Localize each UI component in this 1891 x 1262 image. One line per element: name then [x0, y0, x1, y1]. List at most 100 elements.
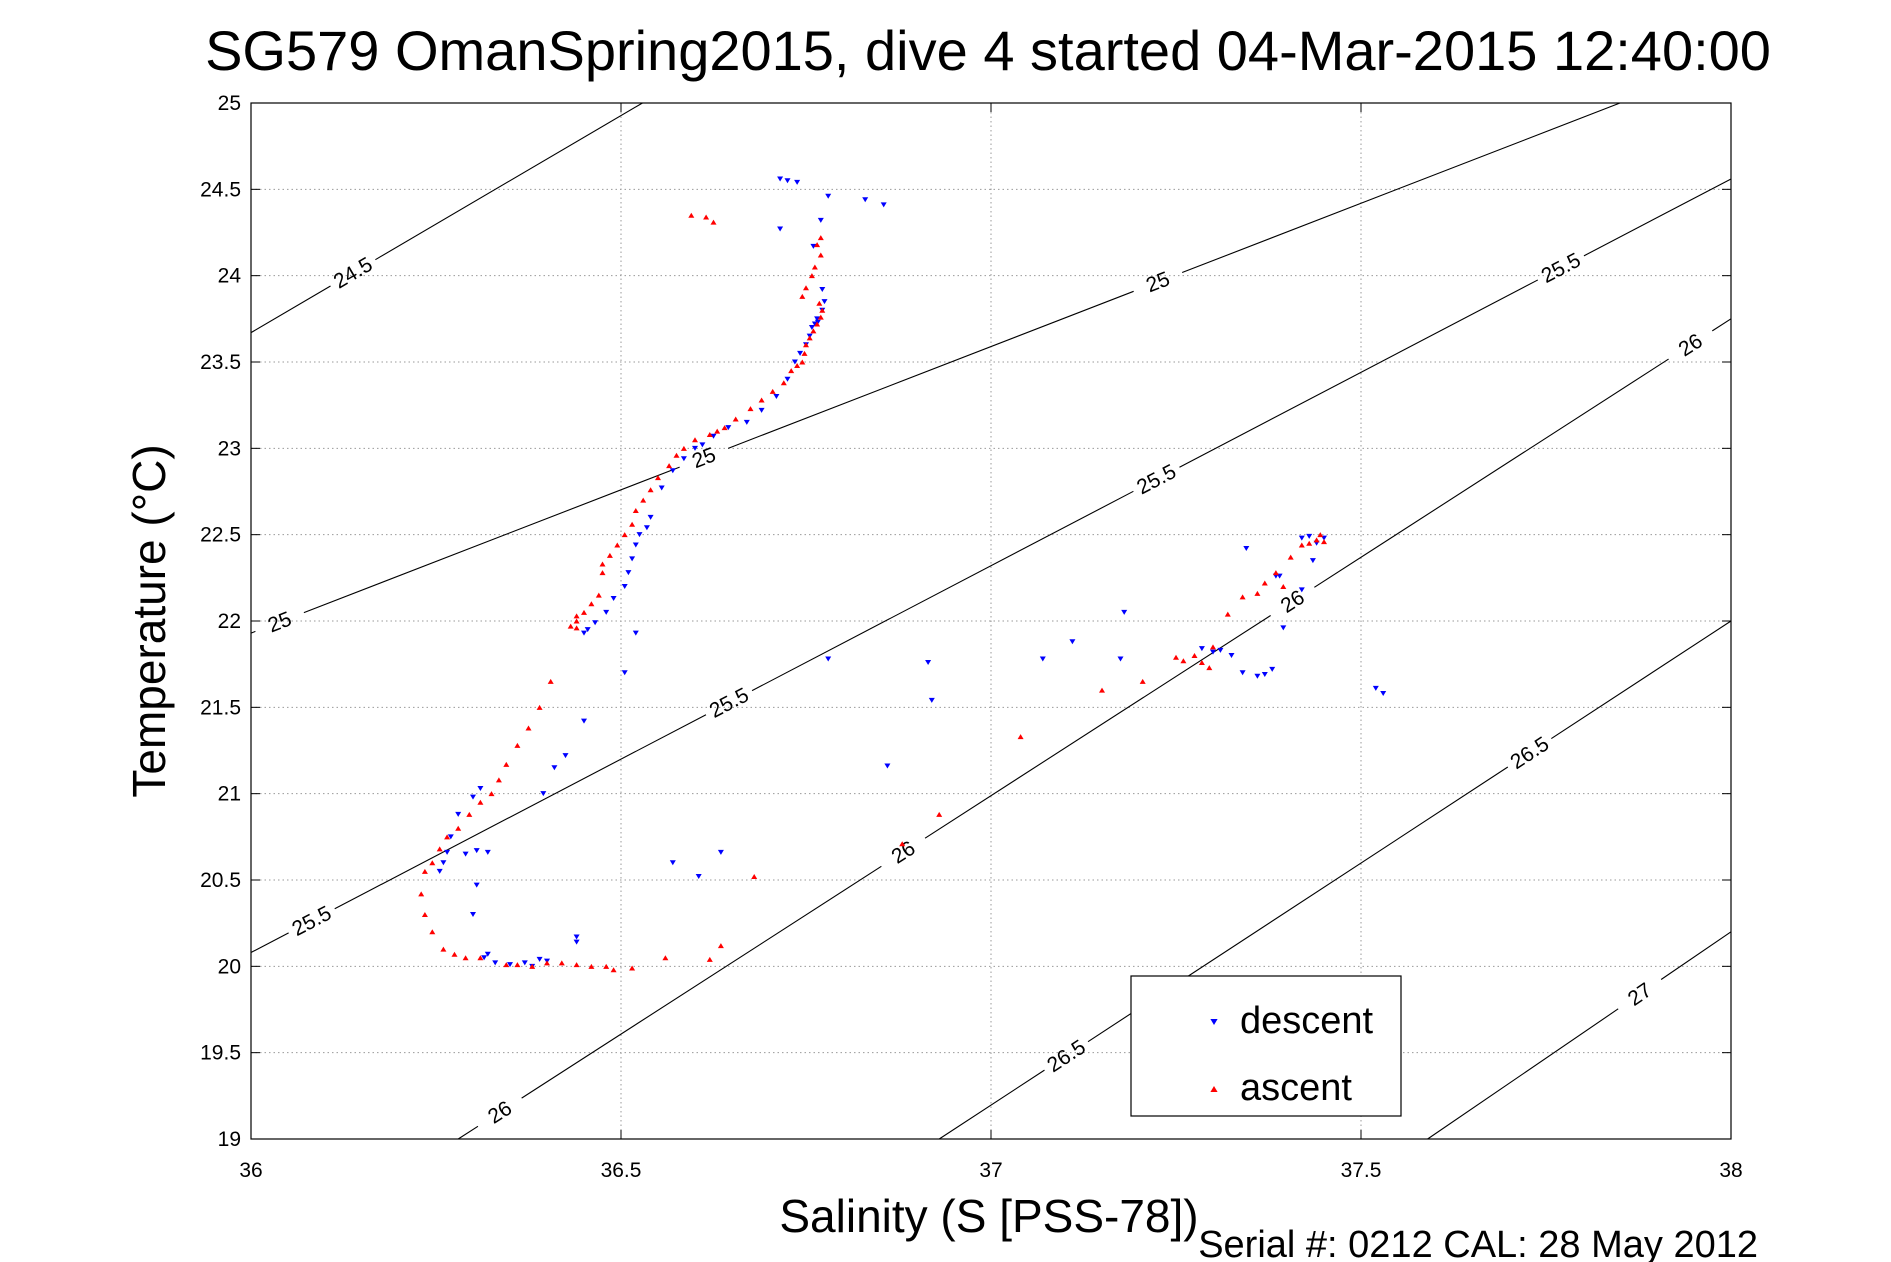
descent-point [1121, 609, 1128, 615]
ascent-point [817, 235, 824, 241]
ascent-point [816, 300, 823, 306]
ascent-point [567, 623, 574, 629]
ascent-point [680, 445, 687, 451]
descent-point [699, 442, 706, 448]
ascent-point [503, 962, 510, 968]
descent-point [492, 960, 499, 966]
ascent-point [629, 521, 636, 527]
descent-point [473, 882, 480, 888]
ascent-point [666, 463, 673, 469]
x-tick-label: 36 [239, 1159, 262, 1182]
descent-point [810, 243, 817, 249]
descent-point [825, 656, 832, 662]
ascent-point [1180, 658, 1187, 664]
descent-point [540, 791, 547, 797]
series-descent [436, 176, 1387, 969]
ascent-point [1173, 654, 1179, 660]
descent-point [481, 955, 488, 961]
ascent-point [621, 532, 628, 538]
ascent-point [1139, 678, 1146, 684]
descent-point [629, 556, 636, 562]
descent-point [507, 962, 513, 968]
legend-ascent-marker [1210, 1086, 1218, 1092]
ascent-point [808, 273, 815, 279]
ascent-point [1321, 539, 1327, 545]
ascent-point [721, 425, 728, 431]
y-axis-label: Temperature (°C) [123, 444, 175, 797]
contour-line-26 [1711, 318, 1732, 332]
descent-point [743, 419, 750, 425]
ascent-point [1206, 665, 1213, 671]
ascent-point [732, 416, 739, 422]
ascent-point [588, 963, 595, 969]
ascent-point [1239, 594, 1246, 600]
ascent-point [477, 799, 484, 805]
descent-point [521, 960, 528, 966]
data-series [418, 176, 1387, 973]
descent-point [784, 376, 791, 382]
ascent-point [599, 570, 606, 576]
legend-box [1130, 975, 1402, 1117]
legend-ascent-label: ascent [1240, 1067, 1352, 1109]
y-tick-label: 22.5 [200, 524, 241, 547]
descent-point [551, 765, 558, 771]
ascent-point [429, 860, 436, 866]
ascent-point [780, 380, 787, 386]
descent-point [817, 217, 824, 223]
descent-point [777, 176, 784, 182]
y-tick-label: 20.5 [200, 869, 241, 892]
descent-point [473, 848, 480, 854]
descent-point [1217, 647, 1224, 653]
ascent-point [558, 960, 565, 966]
legend-ascent-triangle [1210, 1086, 1218, 1092]
ascent-point [1280, 583, 1287, 589]
descent-point [680, 456, 687, 462]
descent-point [632, 542, 639, 548]
descent-point [819, 286, 826, 292]
contour-line-25.5 [1179, 279, 1539, 468]
ascent-point [1261, 580, 1268, 586]
descent-point [462, 851, 469, 857]
descent-point [695, 874, 702, 880]
ascent-point [629, 965, 636, 971]
contour-line-25.5 [334, 714, 707, 910]
ascent-point [788, 368, 795, 374]
ascent-point [717, 943, 724, 949]
descent-point [1210, 649, 1216, 655]
ascent-point [1198, 659, 1205, 665]
y-tick-label: 23 [218, 437, 241, 460]
ascent-point [573, 625, 580, 631]
descent-point [1306, 533, 1313, 539]
ascent-point [769, 388, 776, 394]
descent-point [791, 359, 798, 365]
contour-line-26.5 [938, 1069, 1045, 1140]
descent-point [925, 659, 932, 665]
descent-point [777, 226, 784, 232]
descent-point [536, 956, 543, 962]
descent-point [581, 718, 587, 724]
contour-line-25.5 [1583, 178, 1732, 257]
ascent-point [503, 761, 510, 767]
ascent-point [440, 946, 447, 952]
contour-line-27 [1660, 931, 1732, 980]
descent-point [821, 299, 828, 305]
ascent-point [1313, 537, 1320, 543]
ascent-point [455, 825, 462, 831]
ascent-point [444, 834, 451, 840]
ascent-point [547, 678, 554, 684]
ascent-point [803, 342, 809, 348]
ascent-point [703, 214, 710, 220]
descent-point [1298, 535, 1305, 541]
ascent-point [819, 307, 826, 313]
ascent-point [692, 437, 698, 443]
footer-serial-cal: Serial #: 0212 CAL: 28 May 2012 [1198, 1224, 1758, 1262]
contour-line-25.5 [250, 932, 289, 954]
ascent-point [706, 956, 713, 962]
ascent-point [936, 811, 943, 817]
descent-point [658, 485, 665, 491]
x-axis-label: Salinity (S [PSS-78]) [779, 1190, 1198, 1242]
plot-area: 24.525252525.525.525.525.52626262626.526… [200, 92, 1743, 1182]
ascent-point [710, 219, 717, 225]
ascent-point [436, 846, 443, 852]
